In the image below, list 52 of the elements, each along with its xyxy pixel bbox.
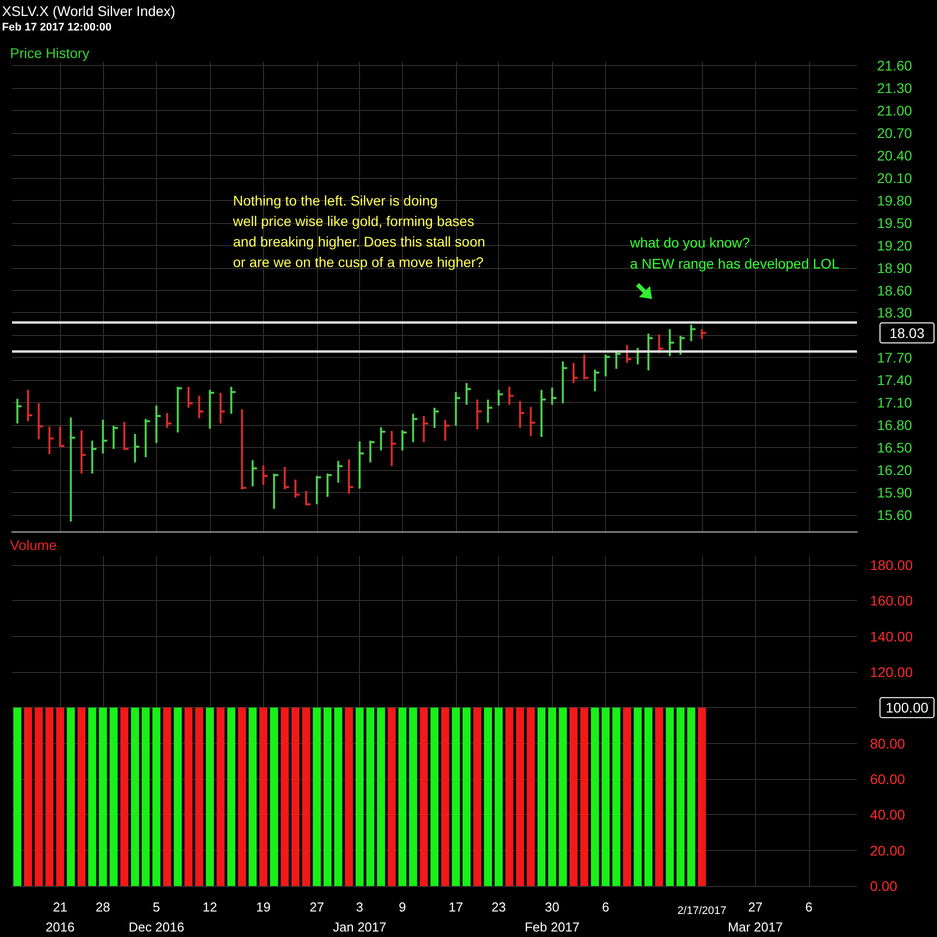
y-tick-label: 80.00: [870, 735, 906, 752]
y-tick-label: 20.00: [870, 842, 906, 858]
y-tick-label: 18.60: [877, 282, 912, 298]
y-tick-label: 20.10: [877, 170, 912, 186]
chart-title: Volume: [10, 537, 57, 553]
y-tick-label: 15.90: [877, 484, 912, 500]
y-tick-label: 17.40: [877, 372, 912, 388]
y-tick-label: 19.20: [877, 237, 912, 254]
x-tick-label: 9: [398, 900, 406, 914]
y-tick-label: 18.90: [877, 260, 912, 276]
y-tick-label: 17.10: [877, 394, 912, 411]
text: 100.00: [886, 700, 929, 716]
annotation: Nothing to the left. Silver is doing well price wise like gold, forming bases and breaking higher. Does this stall soon or are we on the cusp of a move higher?: [232, 192, 486, 270]
y-tick-label: 16.80: [877, 416, 912, 433]
y-tick-label: 120.00: [870, 664, 914, 680]
y-tick-label: 15.60: [877, 506, 912, 523]
y-tick-label: 19.50: [877, 214, 912, 231]
y-tick-label: 21.60: [877, 58, 912, 74]
x-tick-label: 27 Mar 2017: [728, 900, 783, 934]
y-tick-label: 18.30: [877, 304, 912, 321]
x-tick-label: 12: [202, 900, 218, 914]
annotation: what do you know? a NEW range has developed LOL: [629, 234, 840, 272]
x-tick-label: 6: [602, 900, 610, 914]
y-tick-label: 180.00: [870, 556, 914, 573]
y-tick-label: 140.00: [870, 628, 914, 644]
x-tick-label: 3 Jan 2017: [332, 900, 386, 934]
y-tick-label: 21.30: [877, 80, 912, 96]
x-tick-label: 28: [96, 900, 110, 914]
x-tick-label: 21 2016: [46, 900, 75, 934]
x-tick-label: 27: [310, 900, 324, 914]
y-tick-label: 16.50: [877, 439, 912, 456]
y-tick-label: 20.40: [877, 148, 912, 164]
x-tick-label: 5 Dec 2016: [128, 900, 184, 934]
text: Price History: [10, 45, 90, 61]
text: 18.03: [889, 324, 925, 341]
y-tick-label: 16.20: [877, 462, 912, 478]
y-tick-label: 160.00: [870, 592, 914, 609]
y-tick-label: 17.70: [877, 350, 912, 366]
chart-subtitle: Feb 17 2017 12:00:00: [2, 22, 112, 34]
x-tick-label: 23: [491, 900, 506, 914]
y-tick-label: 20.70: [877, 125, 912, 142]
x-tick-label: 6: [805, 900, 812, 914]
y-tick-label: 60.00: [870, 770, 906, 787]
y-tick-label: 40.00: [870, 806, 906, 823]
chart-title: XSLV.X (World Silver Index): [2, 3, 176, 19]
y-tick-label: 0.00: [870, 878, 898, 894]
x-tick-label: 19: [256, 900, 271, 914]
y-tick-label: 21.00: [877, 102, 912, 119]
y-tick-label: 19.80: [877, 192, 912, 208]
x-tick-label: 17: [448, 900, 464, 914]
x-tick-label: 30 Feb 2017: [524, 900, 580, 934]
x-tick-label: 2/17/2017: [677, 905, 726, 917]
